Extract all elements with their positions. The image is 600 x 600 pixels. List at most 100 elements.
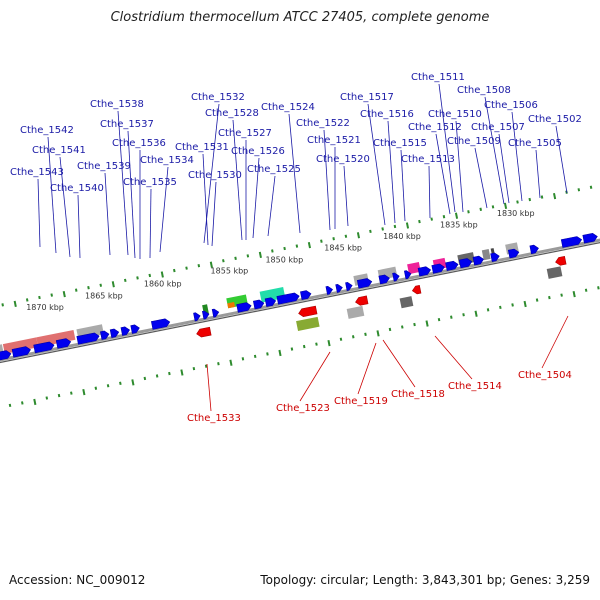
forward-gene[interactable]	[109, 328, 120, 338]
gene-label[interactable]: Cthe_1543	[10, 167, 64, 178]
forward-gene[interactable]	[201, 310, 210, 320]
forward-gene[interactable]	[120, 326, 130, 336]
scale-tick	[222, 259, 225, 263]
gene-label[interactable]: Cthe_1542	[20, 125, 74, 136]
forward-gene[interactable]	[472, 255, 484, 266]
forward-gene[interactable]	[236, 302, 252, 313]
gene-leader-line	[343, 165, 349, 227]
forward-gene[interactable]	[582, 233, 598, 244]
gene-label[interactable]: Cthe_1506	[484, 100, 538, 111]
gene-label[interactable]: Cthe_1519	[334, 396, 388, 407]
forward-gene[interactable]	[276, 292, 300, 305]
forward-gene[interactable]	[507, 248, 520, 259]
feature-box	[546, 266, 563, 279]
gene-label[interactable]: Cthe_1527	[218, 128, 272, 139]
gene-label[interactable]: Cthe_1508	[457, 85, 511, 96]
gene-label[interactable]: Cthe_1517	[340, 92, 394, 103]
reverse-gene[interactable]	[411, 284, 422, 295]
gene-label[interactable]: Cthe_1513	[401, 154, 455, 165]
forward-gene[interactable]	[76, 332, 100, 345]
forward-gene[interactable]	[300, 290, 312, 300]
gene-leader-line	[438, 83, 456, 213]
gene-label[interactable]: Cthe_1536	[112, 138, 166, 149]
forward-gene[interactable]	[392, 272, 400, 282]
forward-gene[interactable]	[99, 330, 110, 340]
scale-tick	[234, 256, 237, 260]
forward-gene[interactable]	[529, 244, 539, 255]
forward-gene[interactable]	[345, 282, 353, 291]
gene-label[interactable]: Cthe_1523	[276, 403, 330, 414]
scale-tick	[376, 330, 380, 337]
forward-gene[interactable]	[378, 274, 390, 285]
gene-label[interactable]: Cthe_1521	[307, 135, 361, 146]
forward-gene[interactable]	[356, 278, 373, 289]
scale-tick	[99, 283, 103, 287]
gene-label[interactable]: Cthe_1538	[90, 99, 144, 110]
gene-label[interactable]: Cthe_1507	[471, 122, 525, 133]
forward-gene[interactable]	[417, 266, 432, 277]
scale-tick	[241, 357, 245, 361]
gene-label[interactable]: Cthe_1533	[187, 413, 241, 424]
gene-label[interactable]: Cthe_1509	[447, 136, 501, 147]
reverse-gene[interactable]	[298, 305, 318, 317]
gene-label[interactable]: Cthe_1524	[261, 102, 315, 113]
reverse-gene[interactable]	[355, 295, 369, 306]
gene-label[interactable]: Cthe_1502	[528, 114, 582, 125]
forward-gene[interactable]	[11, 346, 31, 358]
gene-label[interactable]: Cthe_1540	[50, 183, 104, 194]
scale-tick	[123, 278, 127, 283]
forward-gene[interactable]	[130, 324, 140, 334]
forward-gene[interactable]	[193, 312, 201, 322]
scale-labels: 1870 kbp 1865 kbp 1860 kbp 1855 kbp 1850 kbp…	[26, 209, 534, 312]
gene-label[interactable]: Cthe_1520	[316, 154, 370, 165]
gene-label[interactable]: Cthe_1526	[231, 146, 285, 157]
gene-label[interactable]: Cthe_1504	[518, 370, 572, 381]
forward-gene[interactable]	[458, 258, 473, 269]
forward-gene[interactable]	[264, 297, 277, 308]
reverse-gene[interactable]	[196, 326, 212, 338]
gene-label[interactable]: Cthe_1528	[205, 108, 259, 119]
scale-label: 1830 kbp	[497, 209, 535, 218]
gene-label[interactable]: Cthe_1525	[247, 164, 301, 175]
scale-tick	[185, 266, 188, 270]
reverse-gene[interactable]	[555, 255, 567, 266]
scale-label: 1840 kbp	[383, 232, 421, 241]
gene-label[interactable]: Cthe_1537	[100, 119, 154, 130]
forward-gene[interactable]	[431, 263, 445, 274]
forward-gene[interactable]	[560, 236, 583, 248]
gene-label[interactable]: Cthe_1512	[408, 122, 462, 133]
gene-label[interactable]: Cthe_1514	[448, 381, 502, 392]
gene-label[interactable]: Cthe_1532	[191, 92, 245, 103]
forward-gene[interactable]	[150, 318, 171, 330]
forward-gene[interactable]	[335, 283, 343, 293]
forward-gene[interactable]	[325, 285, 333, 295]
gene-label[interactable]: Cthe_1534	[140, 155, 194, 166]
scale-tick	[148, 273, 152, 278]
scale-tick	[50, 293, 53, 297]
gene-leader-line	[484, 96, 505, 205]
gene-label[interactable]: Cthe_1522	[296, 118, 350, 129]
gene-label[interactable]: Cthe_1511	[411, 72, 465, 83]
gene-label[interactable]: Cthe_1531	[175, 142, 229, 153]
forward-gene[interactable]	[55, 338, 72, 349]
gene-label[interactable]: Cthe_1516	[360, 109, 414, 120]
gene-label[interactable]: Cthe_1541	[32, 145, 86, 156]
gene-label[interactable]: Cthe_1518	[391, 389, 445, 400]
forward-gene[interactable]	[0, 350, 12, 362]
forward-gene[interactable]	[490, 252, 500, 262]
forward-gene[interactable]	[445, 260, 459, 271]
gene-label[interactable]: Cthe_1530	[188, 170, 242, 181]
gene-label[interactable]: Cthe_1510	[428, 109, 482, 120]
scale-tick	[131, 379, 135, 386]
forward-gene[interactable]	[252, 299, 265, 310]
gene-label[interactable]: Cthe_1535	[123, 177, 177, 188]
scale-tick	[8, 403, 12, 408]
forward-gene[interactable]	[403, 270, 412, 280]
scale-tick	[560, 293, 563, 297]
forward-gene[interactable]	[33, 341, 55, 354]
scale-tick	[283, 246, 286, 251]
gene-label[interactable]: Cthe_1505	[508, 138, 562, 149]
gene-label[interactable]: Cthe_1515	[373, 138, 427, 149]
forward-gene[interactable]	[211, 308, 220, 318]
gene-label[interactable]: Cthe_1539	[77, 161, 131, 172]
